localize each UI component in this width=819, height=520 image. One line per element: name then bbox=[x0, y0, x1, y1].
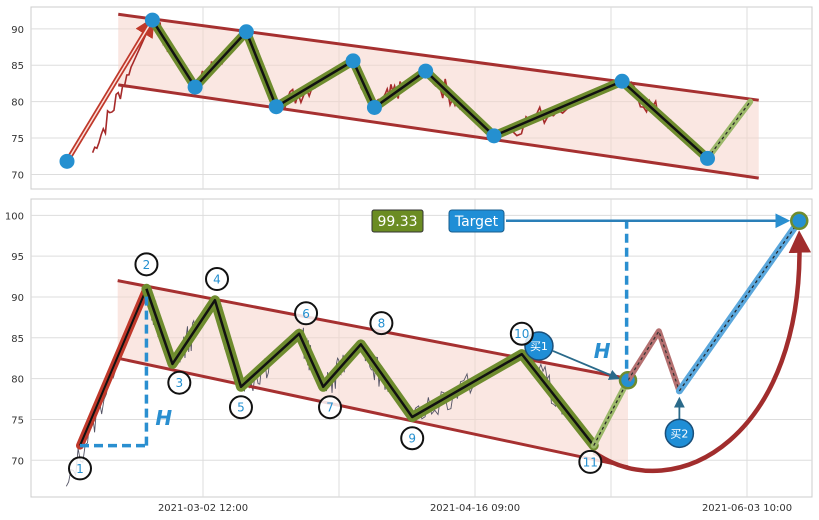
top-projection-leg bbox=[704, 98, 754, 162]
bottom-channel-lower-line bbox=[117, 356, 629, 469]
top-pivot-markers bbox=[59, 12, 715, 169]
bottom-numbered-pivots: 1 2 3 4 5 6 7 8 9 10 11 bbox=[68, 252, 603, 481]
top-first-leg-inner bbox=[66, 19, 154, 162]
top-channel-lower-line bbox=[118, 83, 759, 180]
value-box-text: 99.33 bbox=[377, 214, 417, 230]
numbered-pivot-label-7: 7 bbox=[326, 401, 334, 415]
bottom-y-tick-labels: 70 75 80 85 90 95 100 bbox=[5, 211, 24, 467]
top-pivot-6 bbox=[366, 99, 382, 115]
numbered-pivot-1 bbox=[68, 456, 92, 481]
numbered-pivot-label-6: 6 bbox=[302, 307, 310, 321]
top-channel-band bbox=[118, 14, 759, 179]
top-pivot-0 bbox=[59, 153, 75, 169]
numbered-pivot-5 bbox=[228, 395, 253, 420]
top-channel-upper-line bbox=[118, 12, 759, 102]
numbered-pivot-label-5: 5 bbox=[237, 401, 245, 415]
numbered-pivot-label-2: 2 bbox=[143, 258, 151, 272]
bottom-ytick-70: 70 bbox=[11, 456, 24, 467]
bottom-xtick-0: 2021-03-02 12:00 bbox=[158, 503, 248, 514]
numbered-pivot-label-9: 9 bbox=[408, 432, 416, 446]
numbered-pivot-3 bbox=[167, 370, 192, 395]
bottom-zigzag-inner bbox=[145, 288, 595, 447]
top-y-tick-labels: 70 75 80 85 90 bbox=[11, 25, 24, 182]
bottom-ytick-95: 95 bbox=[11, 252, 24, 263]
target-box-text: Target bbox=[454, 214, 499, 230]
top-pivot-7 bbox=[418, 63, 434, 79]
bottom-ytick-90: 90 bbox=[11, 293, 24, 304]
bottom-ytick-80: 80 bbox=[11, 375, 24, 386]
h-label-right: H bbox=[594, 339, 611, 363]
breakout-leg-inner bbox=[593, 379, 629, 446]
numbered-pivot-4 bbox=[205, 267, 229, 292]
numbered-pivot-label-4: 4 bbox=[213, 273, 221, 287]
bottom-first-leg-inner bbox=[79, 288, 148, 446]
top-pivot-2 bbox=[187, 79, 203, 95]
top-ytick-70: 70 bbox=[11, 170, 24, 181]
bottom-zigzag bbox=[76, 283, 599, 451]
numbered-pivot-11 bbox=[578, 449, 603, 474]
numbered-pivot-7 bbox=[318, 395, 343, 420]
top-ytick-80: 80 bbox=[11, 98, 24, 109]
top-ytick-75: 75 bbox=[11, 134, 24, 145]
top-zigzag-inner bbox=[151, 19, 709, 160]
pullback-leg-inner bbox=[627, 329, 680, 392]
target-box: Target bbox=[448, 209, 505, 233]
numbered-pivot-10 bbox=[509, 321, 534, 346]
numbered-pivot-6 bbox=[294, 301, 319, 326]
numbered-pivot-label-10: 10 bbox=[514, 327, 529, 341]
value-box: 99.33 bbox=[371, 209, 424, 233]
bottom-channel-band bbox=[117, 280, 629, 467]
buy1-arrow bbox=[552, 350, 620, 380]
buy1-label: 买1 bbox=[530, 340, 548, 353]
bottom-xtick-1: 2021-04-16 09:00 bbox=[430, 503, 520, 514]
top-ytick-85: 85 bbox=[11, 61, 24, 72]
top-pivot-9 bbox=[614, 73, 630, 89]
value-box-bg bbox=[371, 209, 424, 233]
bottom-x-tick-labels: 2021-03-02 12:00 2021-04-16 09:00 2021-06-… bbox=[158, 503, 792, 514]
numbered-pivot-label-3: 3 bbox=[176, 376, 184, 390]
bottom-xtick-2: 2021-06-03 10:00 bbox=[702, 503, 792, 514]
top-pivot-4 bbox=[268, 99, 284, 115]
top-pivot-3 bbox=[238, 24, 254, 40]
numbered-pivot-label-1: 1 bbox=[76, 462, 84, 476]
bottom-ytick-100: 100 bbox=[5, 211, 24, 222]
top-pivot-1 bbox=[144, 12, 160, 28]
numbered-pivot-label-8: 8 bbox=[378, 317, 386, 331]
bottom-annotations: H H 买1 买2 bbox=[80, 211, 812, 474]
top-ytick-90: 90 bbox=[11, 25, 24, 36]
numbered-pivot-8 bbox=[369, 311, 394, 336]
buy2-marker bbox=[664, 418, 695, 449]
numbered-pivot-label-11: 11 bbox=[583, 455, 598, 469]
buy2-label: 买2 bbox=[670, 427, 688, 440]
top-pivot-5 bbox=[345, 53, 361, 69]
red-curve-arrow bbox=[592, 230, 812, 474]
bottom-ytick-85: 85 bbox=[11, 334, 24, 345]
top-zigzag bbox=[64, 15, 754, 163]
h-label-left: H bbox=[155, 406, 172, 430]
numbered-pivot-2 bbox=[134, 252, 159, 277]
target-box-bg bbox=[448, 209, 505, 233]
target-pivot bbox=[790, 211, 809, 231]
bottom-ytick-75: 75 bbox=[11, 415, 24, 426]
top-pivot-10 bbox=[700, 150, 715, 166]
target-leg-inner bbox=[678, 220, 800, 392]
top-panel: 70 75 80 85 90 bbox=[11, 6, 813, 190]
numbered-pivot-9 bbox=[400, 426, 425, 451]
top-pivot-8 bbox=[486, 128, 502, 144]
